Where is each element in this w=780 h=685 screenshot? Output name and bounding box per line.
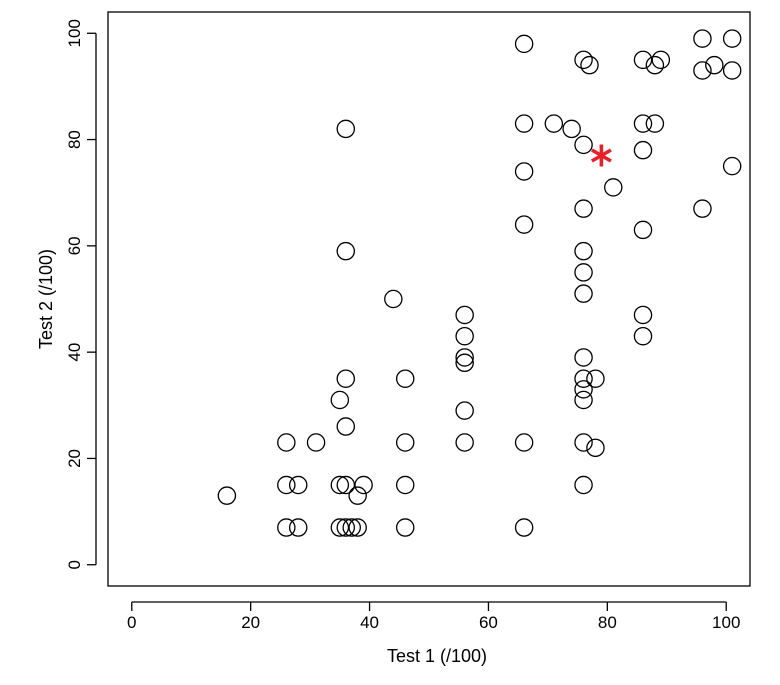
data-point: [384, 289, 403, 309]
data-point: [336, 119, 356, 139]
data-point: [574, 380, 593, 399]
data-point: [574, 390, 593, 410]
data-point: [574, 241, 593, 261]
data-point: [586, 369, 605, 388]
y-tick-label: 40: [65, 343, 84, 362]
data-point: [306, 433, 326, 452]
data-point: [722, 156, 742, 176]
data-point: [562, 119, 581, 139]
x-tick-label: 0: [127, 613, 136, 632]
data-point: [514, 215, 534, 234]
data-point: [455, 326, 474, 346]
data-point: [574, 135, 593, 155]
data-point: [455, 305, 474, 325]
data-point: [574, 433, 593, 452]
data-point: [574, 475, 593, 495]
data-point: [574, 50, 593, 70]
data-point: [633, 220, 653, 240]
data-point: [348, 486, 367, 505]
data-point: [277, 433, 296, 452]
y-tick-label: 80: [65, 130, 84, 149]
x-tick-label: 40: [360, 613, 379, 632]
data-point: [645, 55, 665, 75]
data-point: [336, 417, 356, 436]
data-point: [455, 348, 474, 367]
x-tick-label: 20: [241, 613, 260, 632]
y-tick-label: 100: [65, 19, 84, 47]
data-point: [633, 140, 653, 160]
data-point: [395, 518, 415, 537]
data-point: [651, 50, 671, 70]
data-point: [455, 353, 474, 373]
data-point: [693, 199, 712, 218]
data-point: [514, 518, 534, 537]
data-point: [514, 114, 534, 133]
data-points: [217, 29, 742, 537]
data-point: [455, 401, 474, 420]
data-point: [336, 518, 356, 537]
data-point: [586, 438, 605, 458]
y-tick-label: 20: [65, 449, 84, 468]
data-point: [395, 475, 415, 495]
data-point: [633, 305, 653, 325]
data-point: [574, 199, 593, 218]
y-axis: 0 20 40 60 80 100: [65, 19, 97, 569]
data-point: [330, 475, 350, 495]
data-point: [574, 348, 593, 367]
data-point: [288, 475, 308, 495]
data-point: [455, 433, 474, 452]
data-point: [722, 29, 742, 48]
y-tick-label: 60: [65, 236, 84, 255]
data-point: [336, 241, 356, 261]
x-tick-label: 60: [479, 613, 498, 632]
x-tick-label: 80: [598, 613, 617, 632]
data-point: [645, 114, 665, 133]
data-point: [395, 433, 415, 452]
highlight-point: [590, 144, 612, 167]
data-point: [514, 433, 534, 452]
data-point: [288, 518, 308, 537]
data-point: [693, 61, 712, 80]
x-axis-title: Test 1 (/100): [387, 646, 487, 666]
y-axis-title: Test 2 (/100): [36, 249, 56, 349]
data-point: [342, 518, 361, 537]
data-point: [633, 50, 653, 70]
x-tick-label: 100: [712, 613, 740, 632]
data-point: [705, 55, 724, 75]
data-point: [336, 369, 356, 388]
data-point: [544, 114, 564, 133]
data-point: [693, 29, 712, 48]
data-point: [633, 326, 653, 346]
data-point: [574, 263, 593, 282]
data-point: [574, 369, 593, 388]
data-point: [574, 284, 593, 303]
data-point: [330, 390, 350, 410]
data-point: [633, 114, 653, 133]
data-point: [277, 475, 296, 495]
data-point: [354, 475, 373, 495]
data-point: [514, 34, 534, 54]
data-point: [348, 518, 367, 537]
data-point: [395, 369, 415, 388]
data-point: [580, 55, 599, 75]
data-point: [514, 162, 534, 181]
x-axis: 0 20 40 60 80 100: [127, 601, 740, 632]
data-point: [604, 178, 623, 197]
data-point: [217, 486, 237, 505]
y-tick-label: 0: [65, 560, 84, 569]
data-point: [722, 61, 742, 80]
plot-frame: [107, 11, 751, 587]
data-point: [277, 518, 296, 537]
